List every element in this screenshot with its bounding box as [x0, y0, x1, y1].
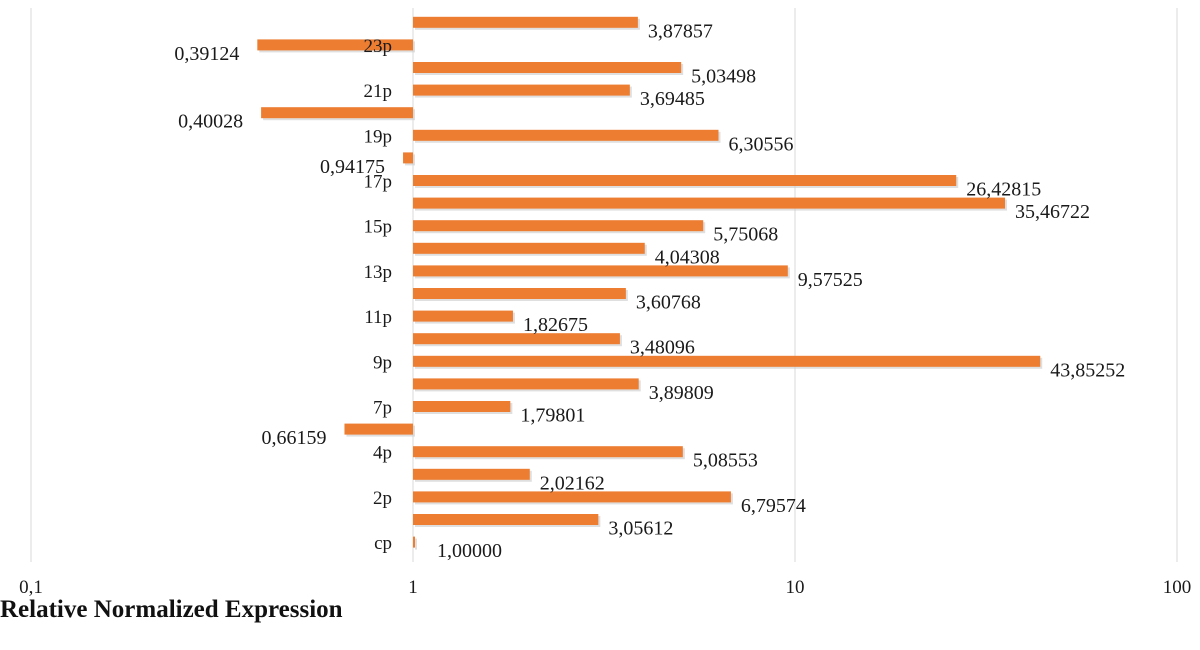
category-label-17p: 17p: [364, 172, 393, 193]
data-label-2: 6,79574: [741, 495, 806, 517]
bars: [257, 16, 1043, 550]
data-label-22: 0,39124: [174, 43, 239, 65]
bar-13: [413, 242, 645, 254]
bar-10: [413, 310, 513, 322]
bar-15: [413, 197, 1006, 209]
x-tick-label-2: 10: [786, 577, 805, 598]
bar-16: [413, 175, 957, 186]
data-label-10: 1,82675: [523, 314, 588, 336]
data-label-17: 0,94175: [320, 156, 385, 178]
bar-21: [413, 62, 682, 73]
bar-7: [413, 378, 639, 390]
data-label-19: 0,40028: [178, 111, 243, 133]
x-tick-labels: 0,1 1 10 100: [19, 577, 1191, 598]
bar-4: [413, 446, 683, 458]
data-label-14: 5,75068: [713, 224, 778, 246]
bar-2: [413, 491, 731, 503]
bar-8: [413, 355, 1041, 367]
data-label-1: 3,05612: [608, 518, 673, 540]
bar-19: [261, 107, 413, 119]
data-label-8: 43,85252: [1050, 359, 1125, 381]
bar-14: [413, 220, 704, 232]
bar-23: [413, 16, 638, 28]
data-label-13: 4,04308: [655, 246, 720, 268]
data-label-20: 3,69485: [640, 88, 705, 110]
bar-11: [413, 288, 626, 299]
category-label-7p: 7p: [373, 398, 392, 419]
category-label-15p: 15p: [364, 217, 393, 238]
data-label-3: 2,02162: [540, 472, 605, 494]
x-tick-label-0: 0,1: [19, 577, 43, 598]
data-label-16: 26,42815: [966, 179, 1041, 201]
data-label-12: 9,57525: [798, 269, 863, 291]
bar-12: [413, 265, 788, 277]
category-label-13p: 13p: [364, 262, 393, 283]
bar-3: [413, 468, 530, 480]
bar-0: [413, 536, 415, 548]
category-label-9p: 9p: [373, 352, 392, 373]
category-label-11p: 11p: [364, 307, 392, 328]
bar-1: [413, 514, 599, 525]
data-label-18: 6,30556: [728, 133, 793, 155]
category-label-21p: 21p: [364, 81, 393, 102]
bar-5: [344, 423, 413, 435]
bar-shadow: [415, 538, 417, 550]
bar-20: [413, 84, 630, 96]
category-label-cp: cp: [374, 533, 392, 554]
category-label-4p: 4p: [373, 443, 392, 464]
data-label-15: 35,46722: [1015, 201, 1090, 223]
data-labels: 1,00000 3,05612 6,79574 2,02162 5,08553 0,661…: [174, 20, 1125, 562]
bar-22: [257, 39, 413, 51]
data-label-7: 3,89809: [649, 382, 714, 404]
x-axis-title: Relative Normalized Expression: [0, 596, 343, 623]
x-tick-label-3: 100: [1163, 577, 1192, 598]
data-label-9: 3,48096: [630, 337, 695, 359]
bar-17: [403, 152, 413, 164]
category-label-2p: 2p: [373, 488, 392, 509]
category-label-19p: 19p: [364, 126, 393, 147]
data-label-21: 5,03498: [691, 66, 756, 88]
bar-18: [413, 129, 719, 141]
bar-9: [413, 333, 620, 345]
x-tick-label-1: 1: [408, 577, 418, 598]
category-labels: cp 2p 4p 7p 9p 11p 13p 15p 17p 19p 21p 23p: [364, 36, 393, 554]
data-label-23: 3,87857: [648, 20, 713, 42]
data-label-5: 0,66159: [261, 427, 326, 449]
data-label-6: 1,79801: [520, 405, 585, 427]
data-label-4: 5,08553: [693, 450, 758, 472]
category-label-23p: 23p: [364, 36, 393, 57]
bar-6: [413, 401, 511, 412]
data-label-11: 3,60768: [636, 292, 701, 314]
data-label-0: 1,00000: [437, 540, 502, 562]
